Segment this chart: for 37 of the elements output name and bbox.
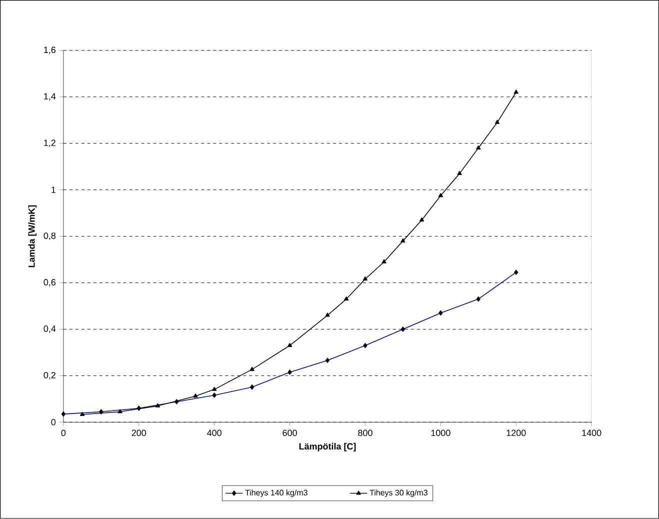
y-tick-label: 0 — [51, 419, 56, 426]
point — [362, 276, 368, 281]
point — [325, 312, 330, 317]
x-tick-label: 400 — [207, 430, 222, 436]
x-tick-label: 1000 — [431, 430, 450, 436]
point — [344, 296, 349, 301]
x-axis-title: Lämpötila [C] — [299, 443, 356, 452]
point — [420, 218, 424, 222]
point — [212, 386, 217, 392]
y-tick-label: 0,4 — [44, 326, 56, 334]
x-tick-label: 600 — [282, 430, 297, 436]
x-tick-label: 0 — [61, 430, 66, 436]
x-tick-label: 800 — [358, 430, 372, 436]
point — [250, 367, 254, 372]
point — [400, 238, 406, 243]
x-tick-label: 1400 — [582, 430, 602, 436]
point — [80, 412, 85, 416]
point — [155, 403, 160, 408]
point — [438, 193, 443, 198]
point — [193, 394, 198, 398]
y-tick-label: 1,6 — [44, 46, 56, 54]
x-tick-label: 1200 — [506, 430, 526, 436]
point — [476, 146, 481, 150]
y-tick-label: 0,2 — [44, 372, 56, 380]
y-tick-label: 1,4 — [44, 93, 56, 101]
y-axis-title: Lamda [W/mK] — [28, 206, 37, 268]
point — [514, 90, 518, 94]
y-tick-label: 1,2 — [44, 140, 56, 148]
point — [118, 409, 122, 414]
point — [457, 171, 462, 176]
y-tick-label: 0,8 — [44, 232, 56, 240]
x-tick-label: 200 — [132, 430, 146, 436]
point — [287, 343, 292, 348]
point — [494, 120, 500, 124]
y-tick-label: 0,6 — [44, 279, 56, 287]
point — [382, 259, 386, 264]
y-tick-label: 1 — [52, 186, 56, 194]
